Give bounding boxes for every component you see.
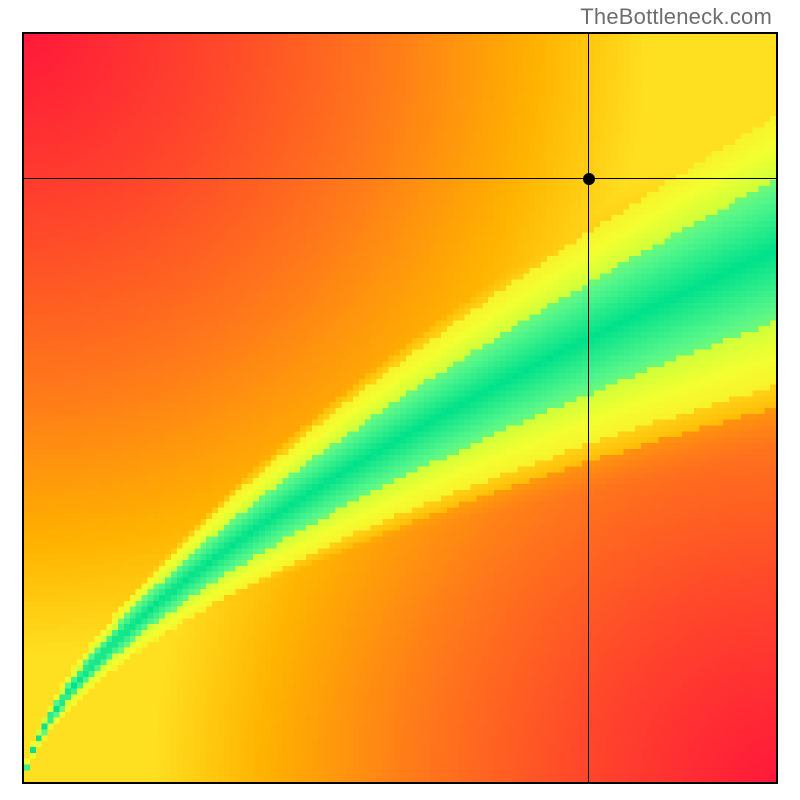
frame-border-right: [776, 32, 778, 784]
bottleneck-heatmap: [24, 34, 776, 782]
frame-border-bottom: [22, 782, 778, 784]
plot-frame: [22, 32, 778, 784]
crosshair-vertical: [588, 32, 589, 784]
watermark-text: TheBottleneck.com: [580, 4, 772, 30]
frame-border-left: [22, 32, 24, 784]
crosshair-horizontal: [22, 178, 778, 179]
frame-border-top: [22, 32, 778, 34]
figure-container: TheBottleneck.com: [0, 0, 800, 800]
crosshair-marker: [583, 173, 595, 185]
